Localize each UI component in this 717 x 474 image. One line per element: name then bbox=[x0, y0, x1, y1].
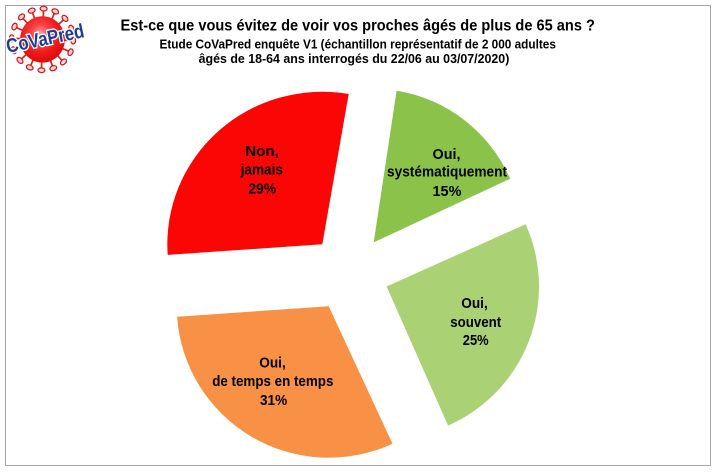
svg-text:de temps en temps: de temps en temps bbox=[212, 373, 333, 390]
svg-text:29%: 29% bbox=[248, 180, 276, 197]
svg-text:jamais: jamais bbox=[240, 162, 283, 179]
svg-text:âgés de 18-64 ans interrogés d: âgés de 18-64 ans interrogés du 22/06 au… bbox=[199, 51, 510, 66]
svg-text:Oui,: Oui, bbox=[433, 146, 461, 163]
svg-text:systématiquement: systématiquement bbox=[387, 164, 507, 181]
svg-text:31%: 31% bbox=[260, 392, 288, 409]
svg-text:Est-ce que vous évitez de voir: Est-ce que vous évitez de voir vos proch… bbox=[121, 17, 595, 34]
svg-text:25%: 25% bbox=[463, 332, 489, 349]
svg-text:15%: 15% bbox=[433, 183, 462, 200]
svg-text:Etude CoVaPred enquête V1 (éch: Etude CoVaPred enquête V1 (échantillon r… bbox=[160, 37, 556, 52]
svg-text:Oui,: Oui, bbox=[461, 295, 488, 312]
svg-text:Non,: Non, bbox=[245, 143, 279, 160]
svg-text:souvent: souvent bbox=[450, 314, 501, 331]
svg-text:Oui,: Oui, bbox=[259, 355, 286, 372]
